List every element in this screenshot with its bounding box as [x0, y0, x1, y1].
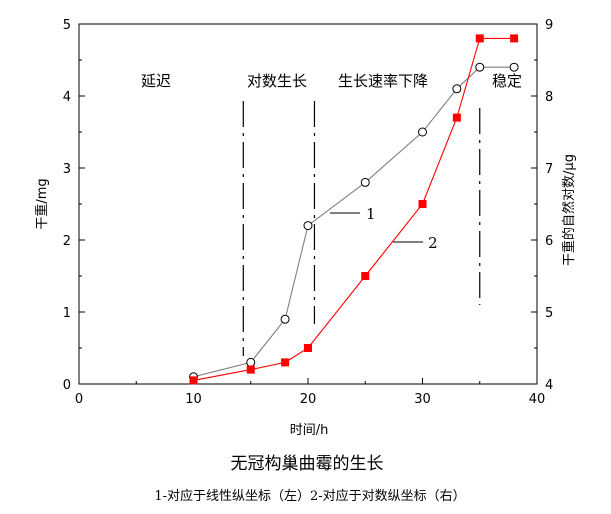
series-2-point: [510, 34, 519, 43]
series-2-point: [189, 376, 198, 385]
series-1-line: [193, 66, 515, 378]
y-left-tick-label: 0: [63, 378, 71, 393]
series-1-point: [360, 177, 370, 187]
x-tick-label: 0: [75, 392, 83, 407]
series-markers: [189, 34, 519, 385]
series-2-point: [452, 113, 461, 122]
series-2-point: [246, 365, 255, 374]
series-2-point: [418, 200, 427, 208]
x-tick-label: 30: [414, 392, 431, 407]
series-2-point: [361, 272, 370, 280]
series-1-point: [509, 62, 519, 72]
y-left-tick-label: 1: [63, 306, 71, 321]
y-left-tick-label: 3: [63, 162, 71, 177]
y-right-tick-label: 8: [545, 90, 553, 105]
phase-label: 延迟: [141, 72, 171, 90]
y-axis-right-label: 干重的自然对数/μg: [561, 154, 577, 266]
series-2-point: [281, 358, 290, 367]
phase-label: 稳定: [492, 72, 522, 90]
series-1-point: [280, 314, 290, 324]
x-tick-label: 40: [529, 392, 546, 407]
curve-2-label: 2: [428, 234, 438, 252]
chart-subtitle: 1-对应于线性纵坐标（左）2-对应于对数纵坐标（右）: [154, 488, 465, 504]
series-1-point: [418, 127, 427, 137]
series-1-point: [303, 221, 313, 231]
x-tick-label: 20: [300, 392, 317, 407]
series-1-point: [452, 84, 462, 94]
y-left-tick-label: 2: [63, 234, 71, 249]
series-1-point: [246, 357, 256, 367]
chart-title: 无冠构巢曲霉的生长: [231, 454, 384, 474]
series-2-point: [475, 34, 484, 43]
y-right-tick-label: 6: [545, 234, 553, 249]
phase-label: 对数生长: [247, 72, 307, 90]
curve-1-label: 1: [366, 205, 376, 223]
y-left-tick-label: 4: [63, 90, 71, 105]
series-1-point: [475, 62, 485, 72]
y-right-tick-label: 5: [545, 306, 553, 321]
series-2-point: [304, 344, 312, 352]
curve-labels: 12: [330, 205, 438, 252]
y-left-tick-label: 5: [63, 18, 71, 33]
y-right-tick-label: 9: [545, 18, 553, 33]
y-right-tick-label: 4: [545, 378, 553, 393]
x-tick-label: 10: [185, 392, 202, 407]
phase-label: 生长速率下降: [338, 72, 428, 90]
phase-annotations: 延迟 对数生长 生长速率下降 稳定: [141, 72, 522, 356]
y-axis-left-label: 干重/mg: [34, 178, 50, 229]
y-right-tick-label: 7: [545, 162, 553, 177]
x-axis-label: 时间/h: [290, 423, 329, 438]
